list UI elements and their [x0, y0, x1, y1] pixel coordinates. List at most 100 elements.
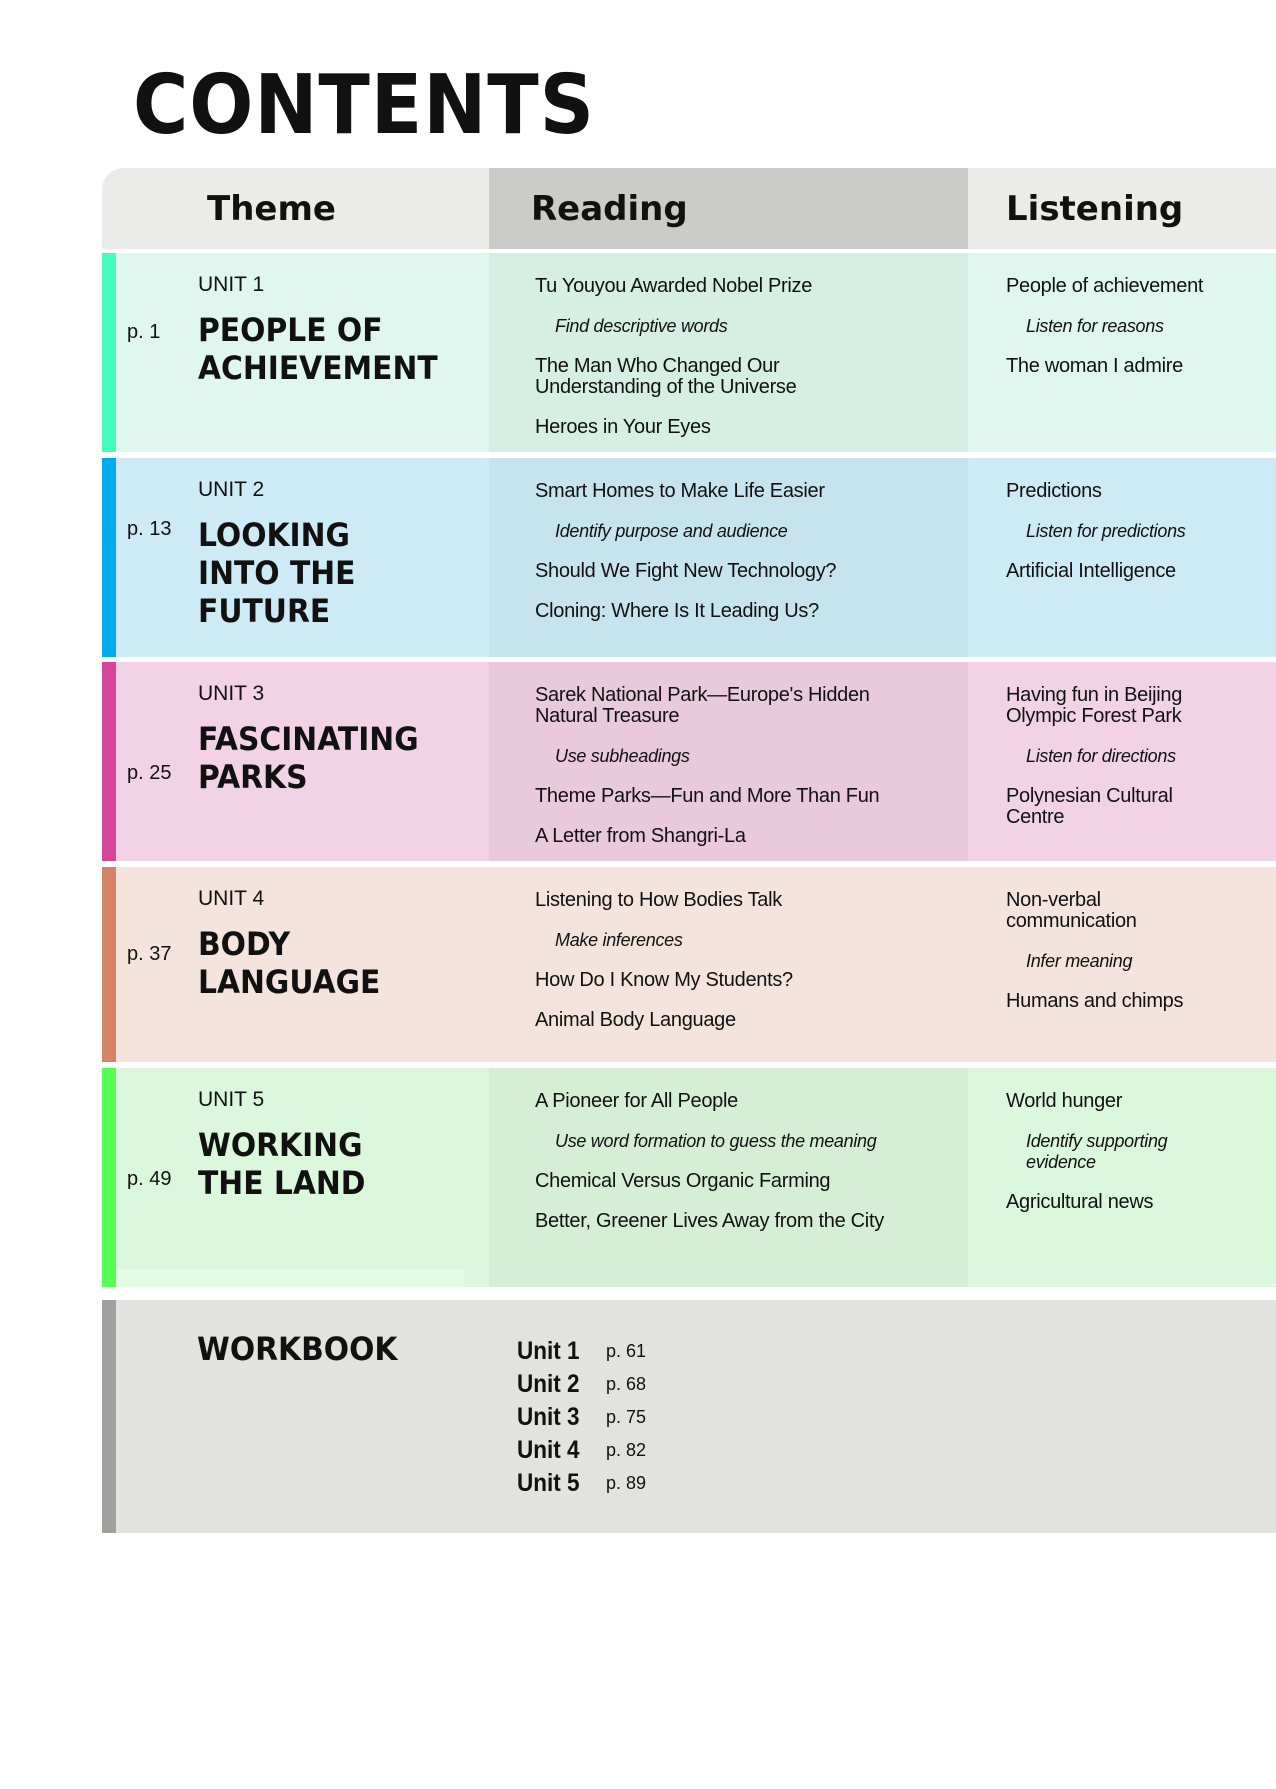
unit-label: UNIT 5: [198, 1088, 265, 1111]
header-theme: Theme: [102, 168, 489, 249]
workbook-title: WORKBOOK: [197, 1330, 398, 1368]
listening-skill: Identify supporting evidence: [1026, 1131, 1168, 1172]
reading-title: Heroes in Your Eyes: [535, 416, 711, 438]
unit-label: UNIT 3: [198, 682, 265, 705]
reading-title: Sarek National Park—Europe's Hidden Natu…: [535, 684, 870, 727]
unit-row[interactable]: p. 13 UNIT 2 LOOKING INTO THE FUTURE Smart…: [102, 458, 1276, 657]
workbook-unit: Unit 2: [517, 1370, 580, 1398]
unit-label: UNIT 1: [198, 273, 265, 296]
unit-heading-line: FUTURE: [198, 592, 331, 630]
workbook-item[interactable]: Unit 1 p. 61: [517, 1335, 646, 1368]
workbook-page: p. 68: [606, 1374, 647, 1394]
reading-cell: Smart Homes to Make Life Easier Identify …: [489, 458, 968, 657]
unit-color-bar: [102, 867, 116, 1062]
reading-title: Theme Parks—Fun and More Than Fun: [535, 785, 880, 807]
page-number: p. 13: [127, 518, 172, 540]
reading-cell: Listening to How Bodies Talk Make inferen…: [489, 867, 968, 1062]
listening-title: Predictions: [1006, 480, 1102, 502]
unit-heading-line: THE LAND: [198, 1164, 366, 1202]
reading-skill: Find descriptive words: [555, 316, 728, 336]
reading-skill: Make inferences: [555, 930, 683, 950]
unit-heading-line: PARKS: [198, 758, 308, 796]
workbook-page: p. 89: [606, 1473, 647, 1493]
reading-cell: A Pioneer for All People Use word formati…: [489, 1068, 968, 1287]
listening-title: Having fun in Beijing Olympic Forest Par…: [1006, 684, 1183, 727]
theme-cell: p. 25 UNIT 3 FASCINATING PARKS: [116, 662, 489, 861]
reading-title: Better, Greener Lives Away from the City: [535, 1210, 884, 1232]
reading-title: Cloning: Where Is It Leading Us?: [535, 600, 819, 622]
theme-cell: p. 49 UNIT 5 WORKING THE LAND: [116, 1068, 489, 1287]
unit-heading-line: LANGUAGE: [198, 963, 381, 1001]
workbook-item[interactable]: Unit 3 p. 75: [517, 1401, 646, 1434]
unit-heading: BODY LANGUAGE: [198, 925, 380, 1001]
workbook-unit: Unit 5: [517, 1469, 580, 1497]
listening-skill: Listen for predictions: [1026, 521, 1186, 541]
unit-row[interactable]: p. 49 UNIT 5 WORKING THE LAND A Pioneer f…: [102, 1068, 1276, 1287]
workbook-section: WORKBOOK Unit 1 p. 61 Unit 2 p. 68 Unit 3 p. …: [102, 1300, 1276, 1533]
reading-title: How Do I Know My Students?: [535, 969, 793, 991]
unit-heading-line: PEOPLE OF: [198, 311, 383, 349]
unit-color-bar: [102, 662, 116, 861]
listening-cell: Non-verbal communication Infer meaning Hum…: [968, 867, 1276, 1062]
listening-title: Humans and chimps: [1006, 990, 1184, 1012]
reading-title: A Pioneer for All People: [535, 1090, 738, 1112]
reading-title: Should We Fight New Technology?: [535, 560, 837, 582]
unit-row[interactable]: p. 37 UNIT 4 BODY LANGUAGE Listening to H…: [102, 867, 1276, 1062]
unit-heading-line: ACHIEVEMENT: [198, 349, 438, 387]
unit-heading-line: FASCINATING: [198, 720, 419, 758]
workbook-unit: Unit 3: [517, 1403, 580, 1431]
workbook-page: p. 82: [606, 1440, 647, 1460]
workbook-unit: Unit 1: [517, 1337, 580, 1365]
unit-heading-line: WORKING: [198, 1126, 363, 1164]
workbook-color-bar: [102, 1300, 116, 1533]
table-header: Theme Reading Listening: [102, 168, 1276, 249]
listening-skill: Listen for directions: [1026, 746, 1176, 766]
listening-cell: People of achievement Listen for reasons T…: [968, 253, 1276, 452]
reading-skill: Use subheadings: [555, 746, 690, 766]
listening-title: World hunger: [1006, 1090, 1123, 1112]
workbook-page: p. 75: [606, 1407, 647, 1427]
workbook-item[interactable]: Unit 5 p. 89: [517, 1467, 646, 1500]
decorative-box: [116, 1269, 464, 1287]
page-number: p. 49: [127, 1168, 172, 1190]
workbook-page: p. 61: [606, 1341, 647, 1361]
reading-title: A Letter from Shangri-La: [535, 825, 746, 847]
reading-skill: Identify purpose and audience: [555, 521, 788, 541]
header-reading: Reading: [489, 168, 968, 249]
unit-row[interactable]: p. 25 UNIT 3 FASCINATING PARKS Sarek Nati…: [102, 662, 1276, 861]
unit-color-bar: [102, 458, 116, 657]
unit-heading: WORKING THE LAND: [198, 1126, 366, 1202]
unit-heading-line: INTO THE: [198, 554, 356, 592]
listening-cell: World hunger Identify supporting evidence…: [968, 1068, 1276, 1287]
page-number: p. 37: [127, 943, 172, 965]
workbook-item[interactable]: Unit 4 p. 82: [517, 1434, 646, 1467]
unit-color-bar: [102, 1068, 116, 1287]
unit-heading-line: LOOKING: [198, 516, 350, 554]
theme-cell: p. 37 UNIT 4 BODY LANGUAGE: [116, 867, 489, 1062]
listening-title: Non-verbal communication: [1006, 889, 1137, 932]
reading-title: Smart Homes to Make Life Easier: [535, 480, 825, 502]
listening-title: The woman I admire: [1006, 355, 1183, 377]
page-title: CONTENTS: [133, 58, 595, 153]
reading-title: The Man Who Changed Our Understanding of…: [535, 355, 797, 398]
listening-cell: Having fun in Beijing Olympic Forest Par…: [968, 662, 1276, 861]
listening-cell: Predictions Listen for predictions Artific…: [968, 458, 1276, 657]
header-listening: Listening: [968, 168, 1276, 249]
workbook-unit: Unit 4: [517, 1436, 580, 1464]
listening-title: People of achievement: [1006, 275, 1204, 297]
listening-skill: Infer meaning: [1026, 951, 1133, 971]
reading-title: Animal Body Language: [535, 1009, 736, 1031]
theme-cell: p. 1 UNIT 1 PEOPLE OF ACHIEVEMENT: [116, 253, 489, 452]
unit-row[interactable]: p. 1 UNIT 1 PEOPLE OF ACHIEVEMENT Tu Youy…: [102, 253, 1276, 452]
unit-heading: LOOKING INTO THE FUTURE: [198, 516, 355, 630]
theme-cell: p. 13 UNIT 2 LOOKING INTO THE FUTURE: [116, 458, 489, 657]
unit-heading-line: BODY: [198, 925, 291, 963]
workbook-list: Unit 1 p. 61 Unit 2 p. 68 Unit 3 p. 75 Unit 4 p…: [517, 1335, 646, 1500]
reading-title: Listening to How Bodies Talk: [535, 889, 782, 911]
reading-title: Chemical Versus Organic Farming: [535, 1170, 831, 1192]
listening-title: Polynesian Cultural Centre: [1006, 785, 1173, 828]
listening-title: Agricultural news: [1006, 1191, 1154, 1213]
reading-cell: Tu Youyou Awarded Nobel Prize Find descri…: [489, 253, 968, 452]
unit-color-bar: [102, 253, 116, 452]
workbook-item[interactable]: Unit 2 p. 68: [517, 1368, 646, 1401]
